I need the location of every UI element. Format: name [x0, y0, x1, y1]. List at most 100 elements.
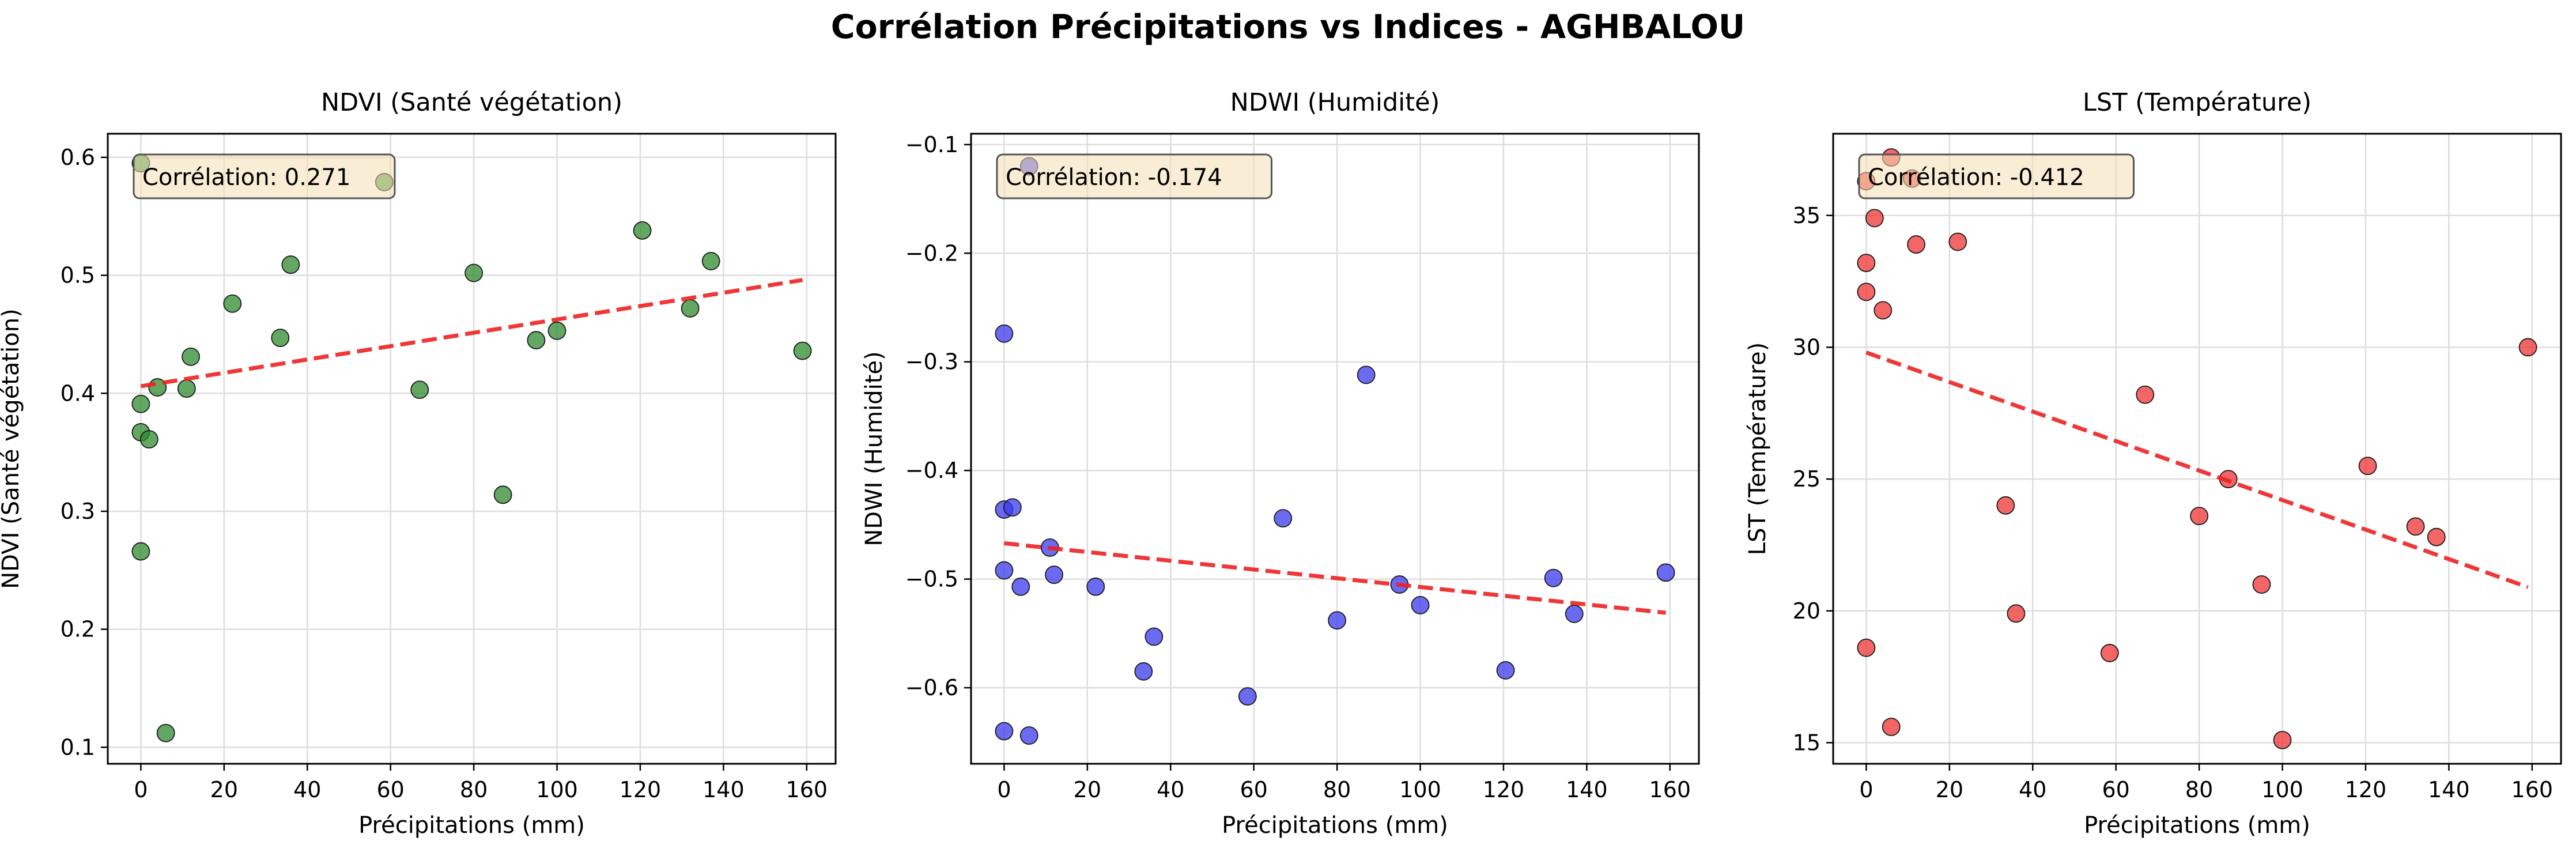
x-tick-label: 120	[2345, 777, 2387, 802]
x-tick-label: 80	[1323, 777, 1351, 802]
data-points	[131, 154, 812, 742]
subplot-title: LST (Température)	[2083, 88, 2311, 117]
y-axis-label: NDWI (Humidité)	[861, 351, 887, 546]
data-point	[1238, 687, 1257, 706]
y-tick-label: 0.5	[61, 263, 95, 288]
grid	[971, 134, 1699, 764]
data-point	[793, 341, 812, 360]
x-tick-label: 120	[1483, 777, 1525, 802]
data-point	[995, 324, 1014, 343]
data-point	[1274, 509, 1293, 528]
y-tick-label: −0.5	[905, 567, 958, 592]
x-tick-label: 80	[460, 777, 488, 802]
grid	[1833, 134, 2561, 764]
y-tick-label: −0.2	[905, 240, 958, 266]
x-tick-label: 140	[1566, 777, 1608, 802]
y-tick-label: 25	[1793, 466, 1820, 492]
axes-frame	[107, 133, 837, 765]
data-point	[1865, 209, 1884, 228]
data-point	[156, 723, 175, 742]
data-point	[1656, 563, 1675, 582]
subplot-title: NDVI (Santé végétation)	[321, 88, 622, 117]
data-point	[1496, 661, 1515, 680]
data-point	[1019, 726, 1038, 745]
data-point	[2136, 385, 2155, 404]
data-point	[547, 321, 566, 340]
axes-frame	[970, 133, 1700, 765]
data-point	[1011, 577, 1030, 596]
subplot-3: LST (Température) 0 20 40 60 80 100 120 140 160 15…	[1744, 88, 2562, 839]
data-point	[2406, 517, 2425, 536]
x-tick-label: 160	[1649, 777, 1691, 802]
correlation-annotation: Corrélation: -0.174	[996, 153, 1272, 199]
annotation-box	[133, 153, 396, 199]
x-tick-label: 0	[997, 777, 1011, 802]
y-tick-label: 0.3	[61, 499, 95, 524]
trendline	[1004, 541, 1666, 615]
data-point	[1328, 611, 1347, 630]
annotation-box	[996, 153, 1272, 199]
data-point	[1086, 577, 1105, 596]
data-point	[1857, 254, 1876, 272]
x-axis-label: Précipitations (mm)	[2084, 812, 2310, 839]
x-axis-label: Précipitations (mm)	[358, 812, 585, 839]
data-point	[131, 394, 150, 413]
data-point	[1134, 662, 1153, 681]
x-axis-label: Précipitations (mm)	[1222, 812, 1448, 839]
data-point	[2252, 575, 2271, 594]
data-point	[1544, 568, 1563, 587]
x-tick-label: 140	[702, 777, 745, 802]
data-point	[681, 299, 700, 318]
data-points	[995, 157, 1675, 745]
correlation-annotation: Corrélation: -0.412	[1858, 153, 2135, 199]
data-point	[2100, 644, 2119, 662]
annotation-box	[1858, 153, 2135, 199]
x-tick-label: 60	[377, 777, 405, 802]
x-tick-label: 100	[1399, 777, 1441, 802]
data-point	[410, 380, 429, 399]
x-tick-label: 20	[1074, 777, 1101, 802]
subplot-1: NDVI (Santé végétation) 0 20 40 60 80 100 120 14…	[0, 88, 837, 839]
subplot-2: NDWI (Humidité) 0 20 40 60 80 100 120 140 160 −0.6…	[861, 88, 1700, 839]
data-point	[2190, 507, 2209, 526]
data-point	[527, 331, 546, 350]
correlation-annotation: Corrélation: 0.271	[133, 153, 396, 199]
data-point	[1857, 282, 1876, 301]
annotation-text: Corrélation: -0.174	[1006, 164, 1222, 191]
y-tick-label: 15	[1793, 730, 1820, 755]
data-point	[177, 379, 196, 398]
data-point	[995, 561, 1014, 580]
y-tick-label: −0.4	[905, 458, 958, 483]
grid	[108, 134, 836, 764]
x-tick-label: 40	[2019, 777, 2046, 802]
annotation-text: Corrélation: 0.271	[142, 164, 350, 191]
data-point	[1857, 638, 1876, 657]
data-point	[2358, 457, 2377, 476]
y-axis-label: NDVI (Santé végétation)	[0, 308, 24, 589]
data-point	[1145, 627, 1164, 646]
x-tick-label: 20	[210, 777, 238, 802]
data-point	[995, 722, 1014, 741]
x-tick-label: 140	[2428, 777, 2470, 802]
data-point	[493, 485, 512, 504]
data-points	[1857, 148, 2537, 749]
data-point	[139, 430, 158, 449]
x-tick-label: 100	[536, 777, 578, 802]
data-point	[2273, 730, 2292, 749]
data-point	[1003, 498, 1022, 517]
x-tick-label: 80	[2185, 777, 2213, 802]
data-point	[182, 347, 200, 366]
y-axis-label: LST (Température)	[1744, 342, 1771, 555]
y-tick-label: 20	[1793, 598, 1820, 624]
data-point	[2427, 527, 2446, 546]
data-point	[1874, 301, 1893, 320]
trendline	[140, 278, 803, 389]
x-tick-label: 60	[2102, 777, 2130, 802]
data-point	[1882, 718, 1901, 736]
y-tick-label: 0.2	[61, 617, 95, 642]
data-point	[131, 542, 150, 561]
data-point	[1045, 565, 1063, 584]
y-tick-label: −0.1	[905, 132, 958, 157]
x-tick-label: 160	[2511, 777, 2554, 802]
data-point	[633, 221, 652, 240]
